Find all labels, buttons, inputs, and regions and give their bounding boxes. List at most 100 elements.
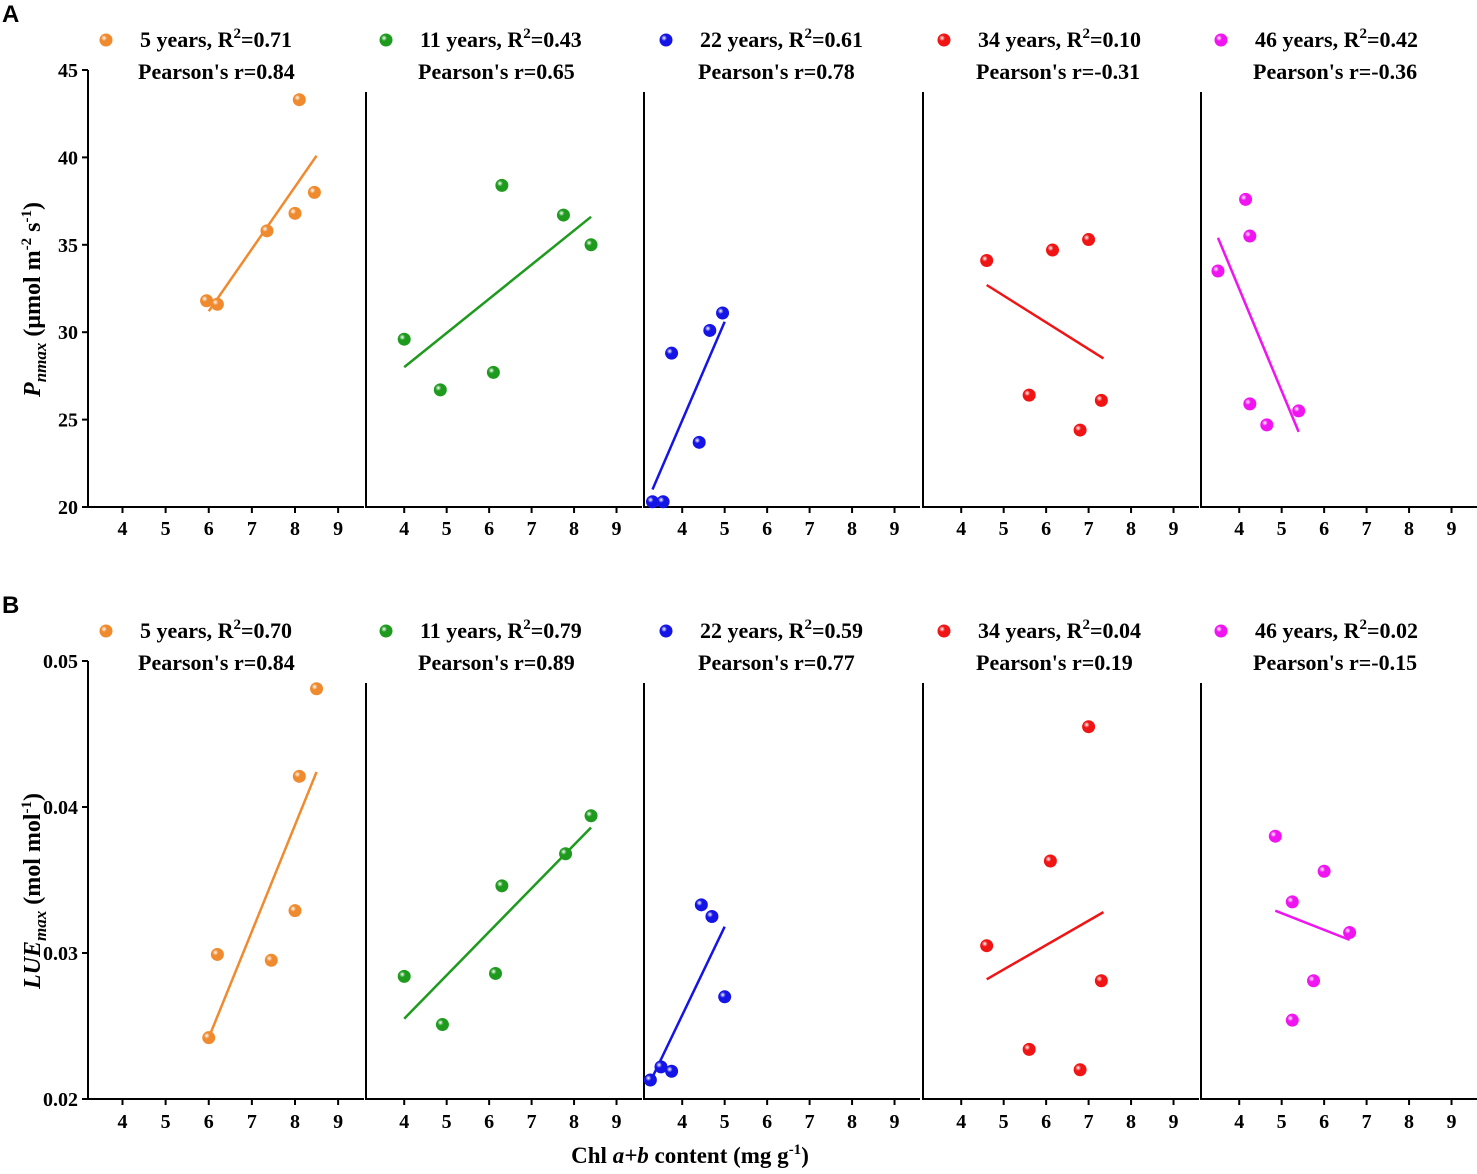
y-tick-label: 40 — [58, 147, 78, 169]
data-point — [397, 969, 411, 983]
data-point — [1285, 895, 1299, 909]
x-tick-label: 6 — [204, 518, 214, 540]
data-point — [433, 383, 447, 397]
data-point — [665, 346, 679, 360]
x-tick-label: 4 — [399, 1111, 409, 1133]
data-point — [489, 966, 503, 980]
data-point — [980, 939, 994, 953]
data-point — [559, 847, 573, 861]
x-tick-label: 5 — [161, 518, 171, 540]
x-tick-label: 8 — [847, 1111, 857, 1133]
legend-marker — [1214, 624, 1228, 638]
data-point — [1243, 397, 1257, 411]
pearson-label: Pearson's r=0.78 — [698, 59, 855, 84]
data-point — [202, 1031, 216, 1045]
x-tick-label: 7 — [1084, 518, 1094, 540]
legend-label: 22 years, R2=0.59 — [700, 617, 863, 643]
data-point — [718, 990, 732, 1004]
y-tick-label: 30 — [58, 322, 78, 344]
data-point — [1343, 926, 1357, 940]
y-axis-label: Pnmax (μmol m-2 s-1) — [19, 202, 50, 398]
legend-marker — [99, 624, 113, 638]
data-point — [1094, 393, 1108, 407]
x-tick-label: 7 — [527, 1111, 537, 1133]
y-tick-label: 0.04 — [43, 797, 78, 819]
data-point — [260, 224, 274, 238]
legend-label: 22 years, R2=0.61 — [700, 26, 863, 52]
data-point — [292, 769, 306, 783]
x-tick-label: 6 — [1319, 518, 1329, 540]
legend-label: 46 years, R2=0.02 — [1255, 617, 1418, 643]
x-tick-label: 5 — [720, 518, 730, 540]
x-tick-label: 6 — [1319, 1111, 1329, 1133]
y-tick-label: 25 — [58, 410, 78, 432]
x-tick-label: 6 — [1041, 1111, 1051, 1133]
x-tick-label: 9 — [333, 518, 343, 540]
data-point — [1046, 243, 1060, 257]
x-tick-label: 5 — [1277, 1111, 1287, 1133]
legend-marker — [937, 624, 951, 638]
x-tick-label: 5 — [442, 518, 452, 540]
fit-line — [651, 321, 726, 491]
subplot-5-years: 4 5 6 7 8 9 5 years, R2=0.70 Pearson's r=0.84 — [87, 617, 364, 1133]
data-point — [435, 1018, 449, 1032]
x-tick-label: 9 — [333, 1111, 343, 1133]
x-tick-label: 7 — [1084, 1111, 1094, 1133]
subplot-34-years: 4 5 6 7 8 9 34 years, R2=0.10 Pearson's r=-0.31 — [922, 26, 1199, 540]
pearson-label: Pearson's r=0.89 — [418, 650, 575, 675]
data-point — [716, 306, 730, 320]
data-point — [1022, 388, 1036, 402]
x-tick-label: 8 — [569, 518, 579, 540]
legend-label: 34 years, R2=0.04 — [978, 617, 1141, 643]
legend-marker — [379, 33, 393, 47]
data-point — [643, 1073, 657, 1087]
data-point — [1043, 854, 1057, 868]
data-point — [1317, 864, 1331, 878]
pearson-label: Pearson's r=-0.15 — [1253, 650, 1417, 675]
pearson-label: Pearson's r=0.77 — [698, 650, 855, 675]
x-tick-label: 9 — [1447, 1111, 1457, 1133]
data-point — [264, 953, 278, 967]
data-point — [1073, 423, 1087, 437]
subplot-46-years: 4 5 6 7 8 9 46 years, R2=0.42 Pearson's r=-0.36 — [1200, 26, 1477, 540]
y-tick-label: 0.05 — [43, 651, 78, 673]
pearson-label: Pearson's r=0.84 — [138, 59, 295, 84]
data-point — [1239, 192, 1253, 206]
subplot-46-years: 4 5 6 7 8 9 46 years, R2=0.02 Pearson's r=-0.15 — [1200, 617, 1477, 1133]
fit-line — [986, 283, 1105, 360]
legend-label: 34 years, R2=0.10 — [978, 26, 1141, 52]
panel-label: A — [2, 1, 19, 28]
fit-line — [1216, 237, 1300, 433]
x-tick-label: 9 — [1447, 518, 1457, 540]
y-tick-label: 35 — [58, 235, 78, 257]
x-tick-label: 6 — [204, 1111, 214, 1133]
x-tick-label: 8 — [1126, 518, 1136, 540]
data-point — [1082, 233, 1096, 247]
x-tick-label: 6 — [762, 1111, 772, 1133]
x-axis-label: Chl a+b content (mg g-1) — [571, 1142, 809, 1168]
data-point — [1211, 264, 1225, 278]
data-point — [495, 879, 509, 893]
x-tick-label: 4 — [118, 1111, 128, 1133]
y-tick-label: 20 — [58, 497, 78, 519]
data-point — [486, 365, 500, 379]
data-point — [1094, 974, 1108, 988]
x-tick-label: 5 — [999, 1111, 1009, 1133]
x-tick-label: 8 — [290, 518, 300, 540]
fit-line — [649, 926, 726, 1083]
x-tick-label: 7 — [527, 518, 537, 540]
legend-marker — [1214, 33, 1228, 47]
y-tick-label: 45 — [58, 60, 78, 82]
legend-label: 11 years, R2=0.43 — [420, 26, 582, 52]
x-tick-label: 7 — [805, 1111, 815, 1133]
data-point — [645, 495, 659, 509]
subplot-11-years: 4 5 6 7 8 9 11 years, R2=0.43 Pearson's r=0.65 — [365, 26, 642, 540]
y-tick-label: 0.02 — [43, 1089, 78, 1111]
x-tick-label: 9 — [890, 518, 900, 540]
x-tick-label: 4 — [956, 518, 966, 540]
pearson-label: Pearson's r=0.65 — [418, 59, 575, 84]
data-point — [654, 1060, 668, 1074]
fit-line — [403, 826, 592, 1020]
x-tick-label: 5 — [720, 1111, 730, 1133]
